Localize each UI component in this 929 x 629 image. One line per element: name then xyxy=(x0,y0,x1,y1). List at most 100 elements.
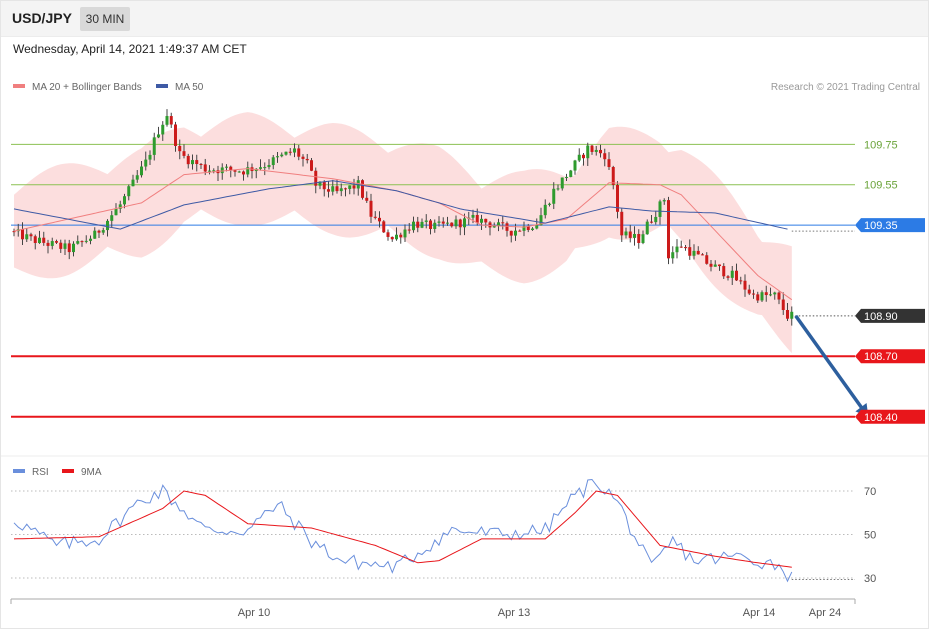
candle-bull xyxy=(395,234,398,240)
candle-bull xyxy=(586,145,590,159)
candle-bear xyxy=(667,200,670,259)
candle-bear xyxy=(169,116,173,125)
candle-bull xyxy=(191,160,194,165)
candle-bear xyxy=(12,231,16,233)
candle-bull xyxy=(101,230,105,233)
candle-bear xyxy=(518,230,522,232)
candle-bear xyxy=(310,160,313,171)
candle-bear xyxy=(637,233,641,243)
candle-bull xyxy=(212,170,216,172)
candle-bear xyxy=(488,222,492,228)
candle-bear xyxy=(199,164,203,166)
support-label: 108.70 xyxy=(864,351,898,363)
candle-bear xyxy=(97,230,101,233)
candle-bull xyxy=(280,154,284,157)
resistance-label: 109.55 xyxy=(864,180,898,192)
candle-bear xyxy=(501,222,505,224)
candle-bull xyxy=(675,246,679,253)
candle-bull xyxy=(220,167,224,174)
x-tick-label: Apr 24 xyxy=(809,607,841,619)
ma20-legend-label: MA 20 + Bollinger Bands xyxy=(32,82,142,93)
candle-bull xyxy=(144,159,148,167)
candle-bear xyxy=(607,159,611,168)
candle-bear xyxy=(705,255,709,264)
candle-bull xyxy=(293,148,296,153)
candle-bull xyxy=(259,167,262,169)
candle-bear xyxy=(365,197,369,201)
candle-bear xyxy=(407,229,411,231)
candle-bull xyxy=(263,167,267,169)
candle-bear xyxy=(29,234,33,237)
candle-bull xyxy=(131,179,135,187)
symbol-title: USD/JPY xyxy=(12,10,72,26)
candle-bear xyxy=(327,189,330,192)
candle-bull xyxy=(424,220,428,222)
support-label-tag xyxy=(855,409,925,424)
candle-bear xyxy=(369,200,373,217)
support-label: 108.40 xyxy=(864,412,898,424)
ma50-legend-label: MA 50 xyxy=(175,82,204,93)
rsi-line xyxy=(13,478,793,583)
last-label-tag xyxy=(855,308,925,323)
candle-bull xyxy=(556,188,560,190)
candle-bull xyxy=(671,252,675,259)
candle-bear xyxy=(441,221,445,224)
candle-bull xyxy=(471,214,475,218)
candle-bull xyxy=(577,154,581,161)
candle-bear xyxy=(373,216,377,218)
candle-bear xyxy=(416,221,420,228)
candle-bear xyxy=(59,242,63,249)
candle-bear xyxy=(174,124,177,146)
candle-bear xyxy=(203,164,207,172)
candle-bear xyxy=(701,254,704,256)
candle-bull xyxy=(633,233,636,238)
candle-bear xyxy=(233,170,237,172)
candle-bull xyxy=(662,200,666,202)
candle-bull xyxy=(152,137,156,155)
candle-bear xyxy=(55,241,58,243)
rsi-tick-label: 50 xyxy=(864,530,876,542)
candle-bear xyxy=(739,280,743,282)
candle-bull xyxy=(339,188,343,192)
candle-bear xyxy=(429,220,432,229)
candle-bear xyxy=(582,154,585,159)
candle-bear xyxy=(726,276,730,278)
candle-bull xyxy=(127,186,131,197)
candle-bear xyxy=(382,221,386,233)
candle-bear xyxy=(709,263,713,267)
rsi-legend-label: RSI xyxy=(32,467,49,478)
candle-bear xyxy=(722,266,726,277)
candle-bull xyxy=(569,170,573,177)
support-label-tag xyxy=(855,349,925,364)
candle-bull xyxy=(237,171,241,173)
candle-bull xyxy=(552,188,556,204)
candle-bear xyxy=(305,158,309,161)
candle-bull xyxy=(543,204,547,216)
candle-bull xyxy=(594,149,598,152)
candle-bull xyxy=(76,241,80,244)
candle-bull xyxy=(531,228,534,231)
candle-bear xyxy=(777,292,781,300)
candle-bull xyxy=(773,292,777,295)
candle-bull xyxy=(497,222,500,227)
candle-bear xyxy=(386,232,390,237)
candle-bull xyxy=(89,238,92,241)
pivot-label-tag xyxy=(855,218,925,233)
candle-bear xyxy=(361,180,364,198)
header-bar: USD/JPY 30 MIN xyxy=(0,0,929,37)
candle-bull xyxy=(713,264,717,267)
candle-bull xyxy=(437,221,441,223)
timeframe-button[interactable]: 30 MIN xyxy=(80,7,130,31)
rsi-legend-swatch xyxy=(13,469,25,473)
ma9-legend-label: 9MA xyxy=(81,467,102,478)
candle-bull xyxy=(446,222,449,224)
candle-bear xyxy=(684,247,687,249)
candle-bear xyxy=(786,310,789,319)
candle-bull xyxy=(271,157,275,166)
candle-bull xyxy=(118,204,122,209)
candle-bull xyxy=(38,237,41,244)
candle-bear xyxy=(475,214,479,223)
last-label: 108.90 xyxy=(864,311,898,323)
candle-bear xyxy=(42,237,46,243)
ma9-legend-swatch xyxy=(62,469,74,473)
